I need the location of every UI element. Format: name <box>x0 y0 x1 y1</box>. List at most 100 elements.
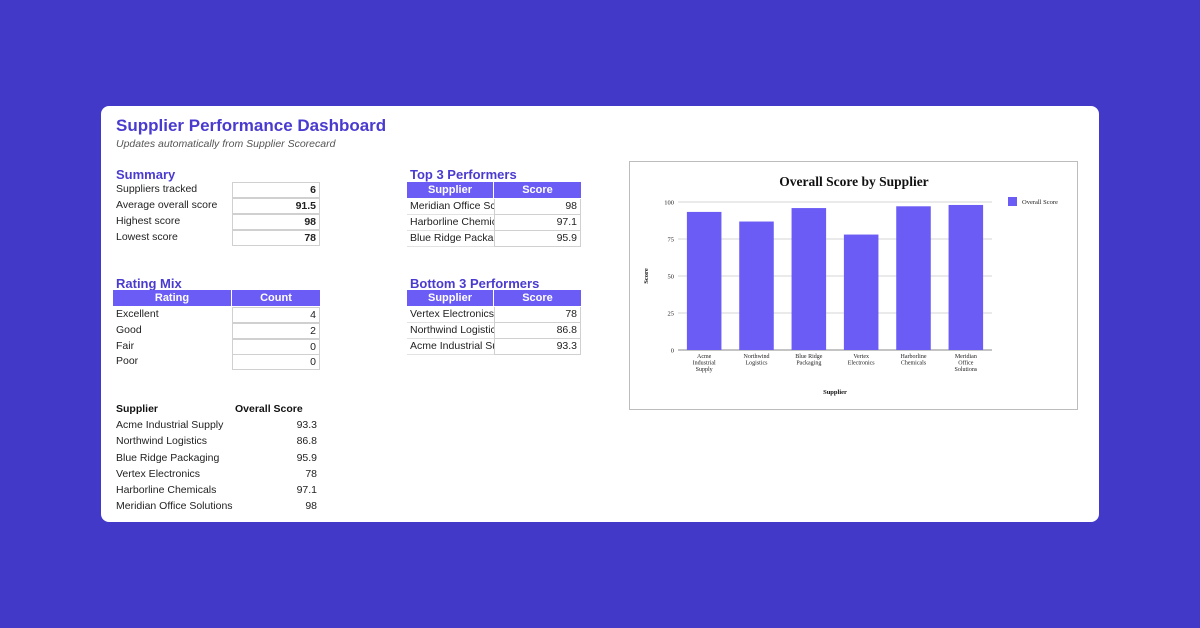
overall-score-column-header: Overall Score <box>235 403 303 415</box>
supplier-cell[interactable]: Vertex Electronics <box>407 307 494 323</box>
supplier-score: 97.1 <box>296 484 317 496</box>
summary-label: Suppliers tracked <box>116 183 198 195</box>
supplier-name: Meridian Office Solutions <box>116 500 233 512</box>
y-tick-label: 0 <box>671 348 674 355</box>
count-column-header[interactable]: Count <box>260 292 292 304</box>
rating-row: Excellent 4 <box>116 307 320 323</box>
supplier-name: Vertex Electronics <box>116 468 201 480</box>
supplier-score: 86.8 <box>296 435 317 447</box>
bottom3-title: Bottom 3 Performers <box>410 276 540 291</box>
supplier-score: 78 <box>305 468 317 480</box>
score-cell[interactable]: 98 <box>494 199 581 215</box>
score-cell[interactable]: 86.8 <box>494 323 581 339</box>
supplier-cell[interactable]: Acme Industrial Su <box>407 339 494 355</box>
score-chart[interactable]: Overall Score by Supplier 0 25 50 75 100 Acme I… <box>629 161 1078 410</box>
summary-row: Average overall score 91.5 <box>116 198 320 214</box>
top3-header: Supplier Score <box>407 182 581 198</box>
supplier-score: 93.3 <box>296 419 317 431</box>
supplier-cell[interactable]: Harborline Chemic <box>407 215 494 231</box>
x-tick-label: Logistics <box>746 361 769 367</box>
table-row[interactable]: Northwind Logistic 86.8 <box>407 323 581 339</box>
bottom3-header: Supplier Score <box>407 290 581 306</box>
x-tick-label: Northwind <box>744 354 770 360</box>
summary-label: Average overall score <box>116 199 218 211</box>
score-cell[interactable]: 95.9 <box>494 231 581 247</box>
x-tick-label: Electronics <box>848 361 876 367</box>
x-tick-label: Supply <box>696 367 713 373</box>
rating-row: Good 2 <box>116 323 320 339</box>
rating-count[interactable]: 4 <box>232 307 320 323</box>
table-row[interactable]: Vertex Electronics 78 <box>407 307 581 323</box>
rating-column-header[interactable]: Rating <box>113 290 232 306</box>
x-tick-label: Packaging <box>796 361 821 367</box>
chart-bar <box>791 208 827 350</box>
y-tick-label: 75 <box>668 237 675 244</box>
summary-value[interactable]: 78 <box>232 230 320 246</box>
rating-mix-title: Rating Mix <box>116 276 182 291</box>
score-cell[interactable]: 97.1 <box>494 215 581 231</box>
rating-label: Poor <box>116 355 139 367</box>
supplier-score: 98 <box>305 500 317 512</box>
x-axis-label: Supplier <box>823 389 847 396</box>
table-row[interactable]: Acme Industrial Su 93.3 <box>407 339 581 355</box>
x-tick-label: Office <box>958 360 974 367</box>
score-cell[interactable]: 78 <box>494 307 581 323</box>
score-chart-svg: Overall Score by Supplier 0 25 50 75 100 AcmeI… <box>643 174 1058 396</box>
supplier-score: 95.9 <box>296 452 317 464</box>
y-tick-label: 50 <box>668 274 675 281</box>
rating-row: Poor 0 <box>116 354 320 370</box>
chart-bar <box>948 204 984 350</box>
summary-label: Highest score <box>116 215 181 227</box>
summary-row: Suppliers tracked 6 <box>116 182 320 198</box>
supplier-column-header[interactable]: Supplier <box>407 182 494 198</box>
x-tick-label: Acme <box>697 354 712 360</box>
table-row[interactable]: Meridian Office Sc 98 <box>407 199 581 215</box>
chart-bar <box>739 221 774 350</box>
rating-label: Good <box>116 324 142 336</box>
rating-count[interactable]: 2 <box>232 323 320 339</box>
summary-value[interactable]: 98 <box>232 214 320 230</box>
table-row[interactable]: Harborline Chemic 97.1 <box>407 215 581 231</box>
supplier-column-header[interactable]: Supplier <box>407 290 494 306</box>
chart-title: Overall Score by Supplier <box>779 174 928 189</box>
x-tick-label: Harborline <box>901 354 927 360</box>
rating-row: Fair 0 <box>116 339 320 355</box>
y-axis-label: Score <box>643 268 650 284</box>
x-tick-label: Industrial <box>693 361 716 367</box>
rating-count[interactable]: 0 <box>232 339 320 355</box>
chart-bar <box>843 234 879 350</box>
x-tick-label: Solutions <box>954 367 977 373</box>
summary-value[interactable]: 91.5 <box>232 198 320 214</box>
supplier-cell[interactable]: Meridian Office Sc <box>407 199 494 215</box>
supplier-cell[interactable]: Northwind Logistic <box>407 323 494 339</box>
rating-label: Fair <box>116 340 135 352</box>
score-column-header[interactable]: Score <box>522 184 553 196</box>
rating-count[interactable]: 0 <box>232 354 320 370</box>
score-cell[interactable]: 93.3 <box>494 339 581 355</box>
page-subtitle: Updates automatically from Supplier Scor… <box>116 138 336 150</box>
summary-value[interactable]: 6 <box>232 182 320 198</box>
y-tick-label: 25 <box>668 311 675 318</box>
supplier-cell[interactable]: Blue Ridge Packag <box>407 231 494 247</box>
y-tick-label: 100 <box>664 200 674 207</box>
summary-row: Lowest score 78 <box>116 230 320 246</box>
x-tick-label: Blue Ridge <box>795 354 823 360</box>
supplier-name: Northwind Logistics <box>116 435 208 447</box>
summary-label: Lowest score <box>116 231 178 243</box>
page-title: Supplier Performance Dashboard <box>116 116 387 135</box>
x-tick-label: Vertex <box>853 354 869 360</box>
summary-title: Summary <box>116 167 176 182</box>
dashboard-card: Supplier Performance Dashboard Updates a… <box>101 106 1099 522</box>
table-row[interactable]: Blue Ridge Packag 95.9 <box>407 231 581 247</box>
score-column-header[interactable]: Score <box>522 292 553 304</box>
x-tick-label: Meridian <box>955 354 977 360</box>
x-tick-label: Chemicals <box>901 361 927 367</box>
legend-label: Overall Score <box>1022 199 1058 206</box>
supplier-name: Harborline Chemicals <box>116 484 217 496</box>
rating-label: Excellent <box>116 308 159 320</box>
supplier-name: Acme Industrial Supply <box>116 419 224 431</box>
top3-title: Top 3 Performers <box>410 167 517 182</box>
supplier-name: Blue Ridge Packaging <box>116 452 220 464</box>
rating-mix-header: Rating Count <box>113 290 320 306</box>
chart-bar <box>686 211 722 350</box>
